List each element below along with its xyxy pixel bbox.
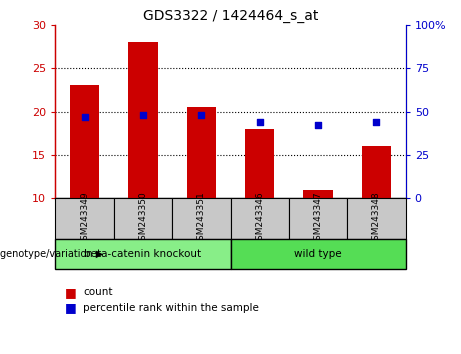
Text: ■: ■	[65, 302, 76, 314]
Text: GSM243349: GSM243349	[80, 191, 89, 246]
Bar	[70, 85, 99, 198]
Point	[139, 112, 147, 118]
Point	[81, 114, 88, 120]
Text: beta-catenin knockout: beta-catenin knockout	[84, 249, 201, 259]
Bar	[128, 42, 158, 198]
Text: genotype/variation ▶: genotype/variation ▶	[0, 249, 103, 259]
Point	[256, 119, 263, 125]
Text: GSM243346: GSM243346	[255, 191, 264, 246]
Bar	[230, 239, 406, 269]
Text: ■: ■	[65, 286, 76, 298]
Text: wild type: wild type	[294, 249, 342, 259]
Bar	[347, 198, 406, 239]
Bar	[362, 146, 391, 198]
Point	[198, 112, 205, 118]
Bar	[114, 198, 172, 239]
Text: GSM243347: GSM243347	[313, 191, 323, 246]
Text: GDS3322 / 1424464_s_at: GDS3322 / 1424464_s_at	[143, 9, 318, 23]
Text: GSM243348: GSM243348	[372, 191, 381, 246]
Bar	[55, 198, 114, 239]
Bar	[230, 198, 289, 239]
Text: count: count	[83, 287, 112, 297]
Bar	[172, 198, 230, 239]
Bar	[187, 107, 216, 198]
Text: GSM243351: GSM243351	[197, 191, 206, 246]
Bar	[245, 129, 274, 198]
Bar	[303, 190, 333, 198]
Text: GSM243350: GSM243350	[138, 191, 148, 246]
Point	[314, 122, 322, 128]
Bar	[55, 239, 230, 269]
Text: percentile rank within the sample: percentile rank within the sample	[83, 303, 259, 313]
Point	[373, 119, 380, 125]
Bar	[289, 198, 347, 239]
